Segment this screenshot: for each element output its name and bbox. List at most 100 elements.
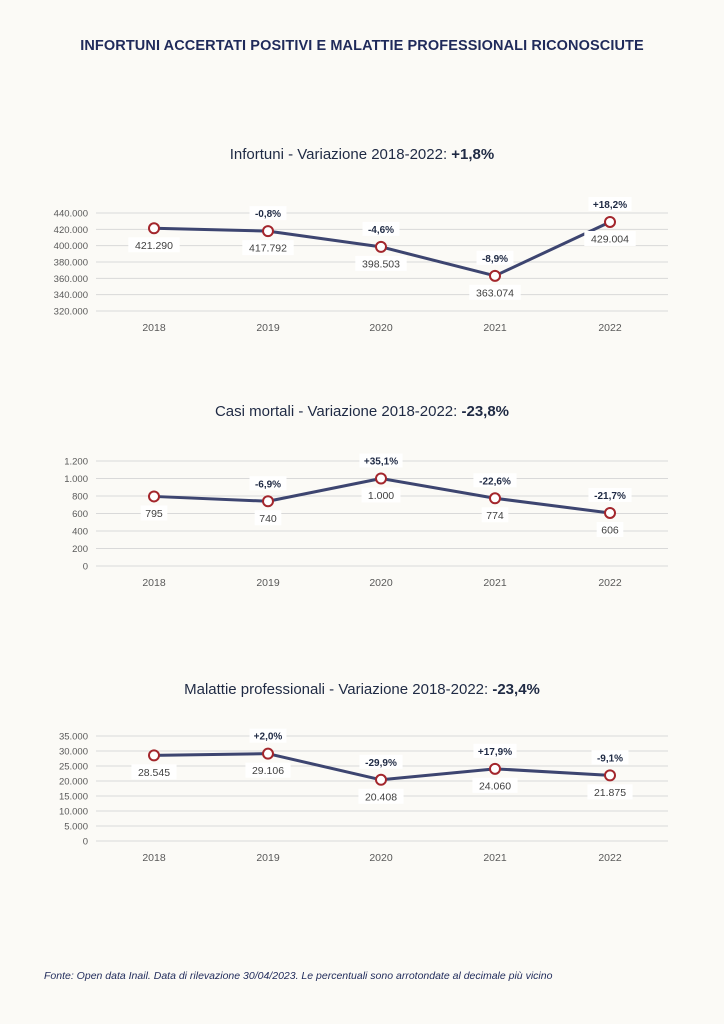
change-label: -9,1% [597,753,623,764]
change-label-bg [588,196,632,211]
data-label: 421.290 [135,240,173,252]
change-label: -21,7% [594,491,626,502]
x-tick-label: 2020 [369,577,393,589]
y-tick-label: 15.000 [59,792,88,803]
change-label: +17,9% [478,747,512,758]
change-label-bg [591,750,629,765]
data-label: 29.106 [252,765,284,777]
chart-title-change: +1,8% [451,146,495,163]
data-label: 28.545 [138,767,170,779]
data-point [489,492,501,505]
chart-title: Casi mortali - Variazione 2018-2022: -23… [0,403,724,420]
chart-title: Malattie professionali - Variazione 2018… [0,681,724,698]
y-tick-label: 10.000 [59,807,88,818]
y-tick-label: 0 [83,562,88,573]
data-point [375,240,387,253]
data-label: 363.074 [476,287,514,299]
data-label: 795 [145,508,163,520]
data-label: 417.792 [249,243,287,255]
data-point [604,769,616,782]
line-chart-malattie-professionali: 0 5.000 10.000 15.000 20.000 25.000 30.000 35.0… [59,728,668,864]
chart-title-change: -23,8% [461,403,510,420]
change-label-bg [362,221,400,236]
data-label-bg [587,784,633,800]
x-tick-label: 2018 [142,577,166,589]
y-tick-label: 35.000 [59,732,88,743]
change-label-bg [476,250,514,265]
data-label-bg [596,521,624,537]
data-label: 606 [601,524,619,536]
data-point [262,225,274,238]
y-tick-label: 360.000 [54,274,88,285]
change-label: +35,1% [364,457,398,468]
change-label-bg [249,206,287,221]
y-tick-label: 5.000 [64,822,88,833]
data-label-bg [355,255,407,271]
y-tick-label: 200 [72,544,88,555]
x-tick-label: 2022 [598,577,622,589]
x-tick-label: 2020 [369,322,393,334]
data-label: 21.875 [594,787,626,799]
chart-infortuni: Infortuni - Variazione 2018-2022: +1,8% … [0,146,724,346]
data-label: 20.408 [365,791,397,803]
data-label-bg [469,284,521,300]
change-label: -29,9% [365,758,397,769]
data-point [262,495,274,508]
y-tick-label: 400.000 [54,241,88,252]
change-label: +2,0% [254,732,283,743]
change-label: -4,6% [368,225,394,236]
data-label-bg [361,487,401,503]
data-point [375,472,387,485]
data-label: 774 [486,510,504,522]
x-tick-label: 2022 [598,852,622,864]
x-tick-label: 2019 [256,577,280,589]
data-label: 398.503 [362,258,400,270]
change-label-bg [249,476,287,491]
data-point [148,490,160,503]
chart-title: Infortuni - Variazione 2018-2022: +1,8% [0,146,724,163]
page-title: INFORTUNI ACCERTATI POSITIVI E MALATTIE … [80,38,644,54]
y-tick-label: 600 [72,509,88,520]
data-point [375,773,387,786]
x-tick-label: 2021 [483,852,507,864]
data-label-bg [128,237,180,253]
change-label: -6,9% [255,479,281,490]
chart-title-text: Infortuni - Variazione 2018-2022: [229,146,452,163]
data-label: 1.000 [368,490,394,502]
chart-title-text: Casi mortali - Variazione 2018-2022: [214,403,462,420]
data-label-bg [245,762,291,778]
y-tick-label: 1.200 [64,457,88,468]
data-label-bg [584,230,636,246]
change-label-bg [473,743,517,758]
chart-title-text: Malattie professionali - Variazione 2018… [184,681,493,698]
y-tick-label: 340.000 [54,290,88,301]
chart-casi-mortali: Casi mortali - Variazione 2018-2022: -23… [0,403,724,603]
x-tick-label: 2020 [369,852,393,864]
line-chart-infortuni: 320.000 340.000 360.000 380.000 400.000 420.0… [54,196,668,334]
y-tick-label: 400 [72,527,88,538]
y-tick-label: 30.000 [59,747,88,758]
y-tick-label: 420.000 [54,225,88,236]
change-label: -8,9% [482,254,508,265]
data-label: 740 [259,513,277,525]
x-tick-label: 2019 [256,322,280,334]
data-point [148,222,160,235]
y-tick-label: 1.000 [64,474,88,485]
data-label-bg [140,505,168,521]
data-label-bg [131,764,177,780]
source-note: Fonte: Open data Inail. Data di rilevazi… [44,970,553,982]
y-tick-label: 800 [72,492,88,503]
change-label-bg [588,487,632,502]
chart-malattie-professionali: Malattie professionali - Variazione 2018… [0,681,724,881]
data-label-bg [254,510,282,526]
chart-title-change: -23,4% [492,681,540,698]
change-label: -22,6% [479,476,511,487]
y-tick-label: 440.000 [54,209,88,220]
y-tick-label: 320.000 [54,307,88,318]
data-label: 429.004 [591,233,629,245]
y-tick-label: 0 [83,837,88,848]
y-tick-label: 25.000 [59,762,88,773]
line-chart-casi-mortali: 0 200 400 600 800 1.000 1.200 2018 2019 2020 2021 2… [64,453,668,589]
data-label-bg [242,240,294,256]
change-label: -0,8% [255,209,281,220]
